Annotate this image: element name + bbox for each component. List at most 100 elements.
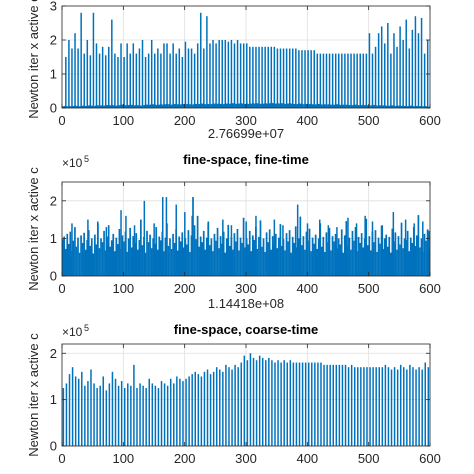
bar [96, 221, 99, 276]
bar [176, 376, 178, 446]
bar [180, 104, 183, 108]
bar [311, 104, 314, 108]
bar [71, 367, 74, 446]
bar [292, 362, 295, 446]
bar [70, 106, 73, 108]
bar [301, 50, 303, 108]
bar [252, 357, 255, 446]
bar [329, 364, 331, 446]
bar [77, 378, 80, 446]
bar [295, 362, 298, 446]
bar [173, 242, 176, 276]
bar [101, 46, 104, 108]
bar [248, 230, 251, 276]
bar [194, 371, 196, 446]
bar [277, 360, 279, 446]
bar [246, 360, 249, 446]
bar [381, 225, 384, 276]
bar [274, 233, 277, 276]
bar [416, 235, 418, 276]
bar [357, 236, 360, 276]
bar [333, 104, 337, 108]
bar [232, 249, 234, 276]
bar [380, 26, 383, 108]
bar [123, 388, 126, 446]
bar [117, 385, 120, 446]
bar [271, 236, 274, 276]
bar [360, 104, 363, 108]
bar [299, 103, 302, 108]
bar [125, 215, 127, 276]
bar [243, 355, 246, 446]
x-tick-label: 300 [235, 281, 257, 296]
bar [115, 105, 118, 108]
bar [364, 215, 366, 276]
bar [191, 374, 193, 446]
bar [103, 230, 105, 276]
bar [239, 237, 242, 276]
bar [350, 53, 352, 108]
bar [137, 105, 140, 108]
bar [212, 251, 214, 276]
bar [108, 383, 111, 446]
bar [317, 362, 319, 446]
bar [106, 236, 108, 276]
y-tick-label: 1 [50, 392, 57, 407]
bar [336, 227, 338, 276]
bar [168, 104, 171, 108]
bar [353, 240, 355, 276]
bar [69, 231, 72, 276]
bar [72, 105, 75, 108]
bar [281, 245, 283, 276]
bar [165, 197, 168, 276]
bar [77, 48, 79, 108]
chart-3 [61, 343, 431, 447]
bar [66, 106, 69, 108]
bar [74, 227, 76, 276]
bar [348, 237, 351, 276]
bar [274, 362, 276, 446]
bar [125, 105, 128, 108]
bar [337, 238, 340, 276]
bar [388, 236, 391, 276]
bar [272, 103, 275, 108]
bar [267, 46, 269, 108]
bar [84, 249, 87, 276]
bar [72, 240, 75, 276]
bar [169, 238, 171, 276]
bar [194, 103, 198, 108]
bar [217, 103, 220, 108]
bar [389, 105, 392, 108]
bar [87, 230, 90, 276]
bar [132, 43, 135, 108]
bar [365, 53, 368, 108]
bar [155, 104, 159, 108]
bar [120, 210, 122, 276]
bar [255, 215, 257, 276]
bar [428, 230, 430, 276]
bar [169, 378, 172, 446]
bar [94, 234, 96, 276]
bar [218, 40, 220, 108]
bar [247, 103, 251, 108]
bar [426, 229, 429, 276]
bar [328, 227, 331, 276]
bar [425, 240, 427, 276]
bar [414, 16, 417, 109]
bar [107, 225, 110, 276]
bar [238, 250, 240, 276]
bar [362, 247, 365, 276]
bar [212, 371, 215, 446]
y-tick-label: 3 [50, 0, 57, 14]
chart-1 [61, 5, 431, 109]
y-tick-label: 0 [50, 439, 57, 454]
bar [394, 232, 397, 276]
bar [184, 212, 186, 276]
bar [254, 103, 257, 108]
bar [253, 239, 256, 276]
bar [392, 212, 395, 276]
bar [372, 367, 374, 446]
bar [151, 104, 155, 108]
bar [406, 369, 408, 446]
bar [335, 364, 338, 446]
